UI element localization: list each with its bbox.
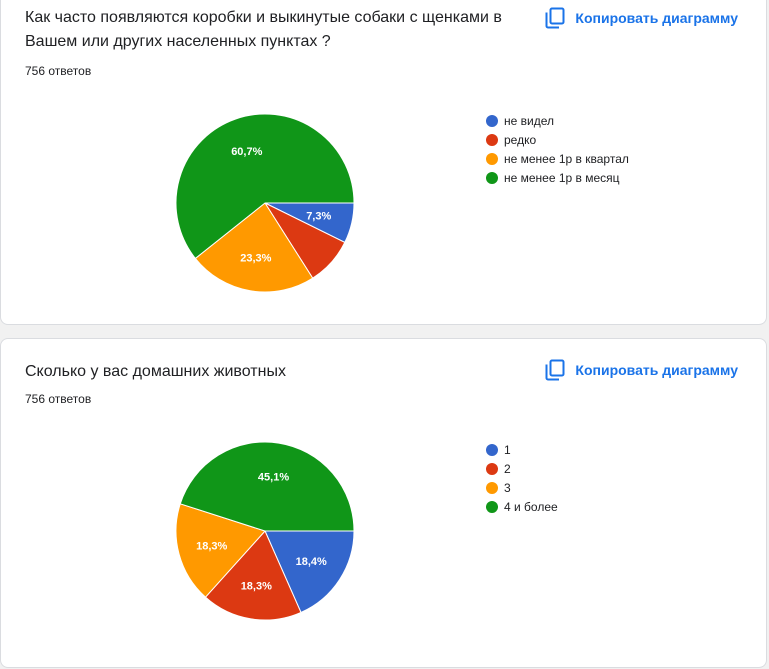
legend-item: 4 и более <box>486 497 558 516</box>
copy-chart-label: Копировать диаграмму <box>575 10 738 26</box>
pie-chart: 18,4% 18,3% 18,3% 45,1% <box>175 441 355 621</box>
legend-swatch <box>486 114 498 127</box>
copy-icon <box>545 359 565 381</box>
slice-label: 18,3% <box>241 580 272 592</box>
question-card-1: Как часто появляются коробки и выкинутые… <box>0 0 767 325</box>
legend-item: редко <box>486 130 629 149</box>
chart-legend: не видел редко не менее 1р в квартал не … <box>486 111 629 187</box>
slice-label: 7,3% <box>306 211 331 223</box>
slice-label: 18,3% <box>196 540 227 552</box>
legend-swatch <box>486 481 498 494</box>
pie-slice[interactable] <box>204 530 302 621</box>
pie-slice[interactable] <box>175 113 355 260</box>
copy-chart-button[interactable]: Копировать диаграмму <box>545 7 738 29</box>
legend-label: 3 <box>504 480 511 495</box>
legend-swatch <box>486 443 498 456</box>
legend-label: не менее 1р в месяц <box>504 170 620 185</box>
pie-chart: 7,3% 23,3% 60,7% <box>175 113 355 293</box>
legend-item: 2 <box>486 459 558 478</box>
slice-label: 23,3% <box>240 252 271 264</box>
copy-chart-label: Копировать диаграмму <box>575 362 738 378</box>
response-count: 756 ответов <box>25 392 92 406</box>
legend-item: 3 <box>486 478 558 497</box>
pie-slice[interactable] <box>194 202 314 293</box>
legend-swatch <box>486 133 498 146</box>
legend-swatch <box>486 462 498 475</box>
legend-swatch <box>486 500 498 513</box>
legend-swatch <box>486 152 498 165</box>
response-count: 756 ответов <box>25 64 92 78</box>
pie-slice[interactable] <box>179 441 355 532</box>
question-title: Сколько у вас домашних животных <box>25 363 286 380</box>
legend-swatch <box>486 171 498 184</box>
legend-item: не менее 1р в квартал <box>486 149 629 168</box>
slice-label: 18,4% <box>296 556 327 568</box>
legend-item: 1 <box>486 440 558 459</box>
question-title: Как часто появляются коробки и выкинутые… <box>25 9 502 50</box>
copy-chart-button[interactable]: Копировать диаграмму <box>545 359 738 381</box>
legend-label: 1 <box>504 442 511 457</box>
pie-slice[interactable] <box>264 530 355 614</box>
slice-label: 60,7% <box>231 146 262 158</box>
legend-label: не менее 1р в квартал <box>504 151 629 166</box>
copy-icon <box>545 7 565 29</box>
legend-item: не видел <box>486 111 629 130</box>
legend-label: 2 <box>504 461 511 476</box>
pie-slice[interactable] <box>175 503 266 598</box>
slice-label: 45,1% <box>258 471 289 483</box>
question-card-2: Сколько у вас домашних животных 756 отве… <box>0 338 767 668</box>
legend-label: не видел <box>504 113 554 128</box>
legend-label: редко <box>504 132 537 147</box>
legend-item: не менее 1р в месяц <box>486 168 629 187</box>
legend-label: 4 и более <box>504 499 558 514</box>
chart-legend: 1 2 3 4 и более <box>486 440 558 516</box>
